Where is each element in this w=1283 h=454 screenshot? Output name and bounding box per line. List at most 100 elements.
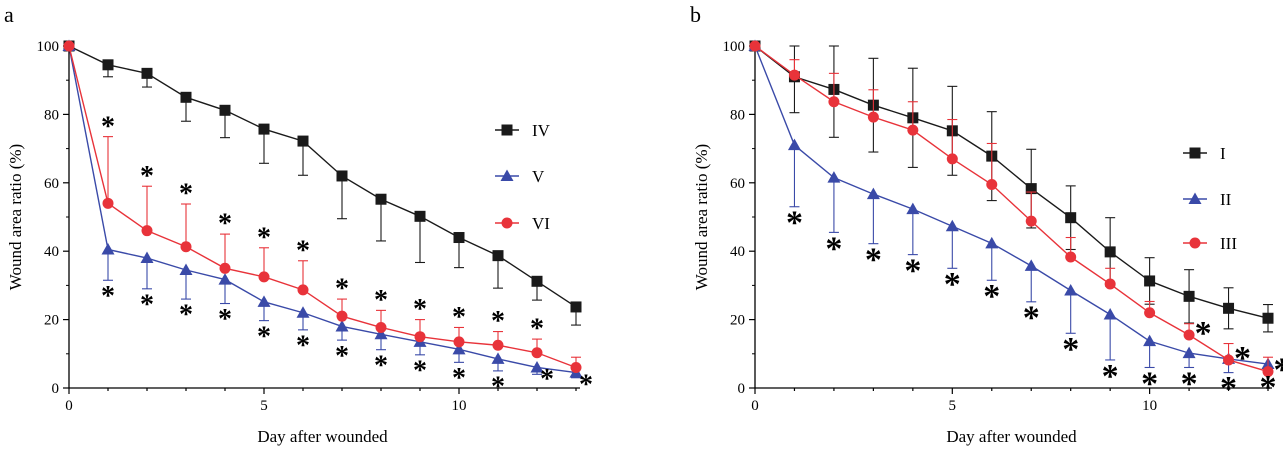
marker-II-5 (945, 219, 959, 232)
marker-V-5 (257, 295, 271, 307)
significance-star-II-9: * (1102, 358, 1119, 395)
legend-marker-I (1189, 147, 1201, 159)
marker-V-10 (452, 342, 466, 355)
marker-I-12 (1223, 302, 1235, 314)
significance-star-VI-7: * (335, 274, 349, 305)
legend-label-V: V (532, 167, 545, 186)
marker-III-7 (1025, 215, 1037, 227)
marker-III-6 (986, 179, 998, 191)
marker-III-10 (1144, 307, 1156, 319)
significance-star-II-5: * (944, 266, 961, 303)
marker-III-4 (907, 124, 919, 136)
marker-IV-6 (297, 135, 309, 147)
series-III (749, 40, 1274, 378)
y-tick-label-80: 80 (730, 107, 745, 123)
significance-star-VI-6: * (296, 235, 310, 266)
marker-VI-4 (219, 262, 231, 274)
y-tick-label-40: 40 (44, 244, 59, 260)
series-I (749, 40, 1274, 333)
marker-II-9 (1103, 307, 1117, 320)
y-tick-label-20: 20 (730, 313, 745, 329)
significance-star-VI-9: * (413, 294, 427, 325)
panel-label-a: a (4, 2, 14, 27)
marker-VI-9 (414, 331, 426, 343)
y-axis-label: Wound area ratio (%) (692, 144, 711, 290)
marker-IV-12 (531, 275, 543, 287)
x-tick-label-0: 0 (65, 398, 73, 414)
marker-VI-1 (102, 197, 114, 209)
marker-VI-8 (375, 321, 387, 333)
significance-star-V-12: * (540, 364, 554, 395)
marker-VI-13 (570, 361, 582, 373)
marker-I-13 (1262, 312, 1274, 324)
significance-star-V-9: * (413, 355, 427, 386)
significance-star-VI-8: * (374, 285, 388, 316)
significance-star-II-2: * (825, 230, 842, 267)
marker-II-4 (906, 202, 920, 215)
marker-III-8 (1065, 251, 1077, 263)
marker-VI-6 (297, 284, 309, 296)
significance-star-VI-2: * (140, 161, 154, 192)
significance-star-V-2: * (140, 289, 154, 320)
significance-star-VI-12: * (530, 314, 544, 345)
significance-star-II-13: * (1260, 369, 1277, 406)
significance-star-II-6: * (983, 278, 1000, 315)
y-tick-label-100: 100 (723, 39, 746, 55)
legend-marker-V (500, 169, 514, 181)
significance-star-V-11: * (491, 372, 505, 403)
panel-label-b: b (690, 2, 701, 27)
series-line-II (754, 45, 1269, 365)
significance-star-II-1: * (786, 205, 803, 242)
marker-VI-2 (141, 225, 153, 237)
marker-I-9 (1104, 246, 1116, 258)
marker-II-8 (1064, 284, 1078, 296)
significance-star-II-12: * (1220, 370, 1237, 407)
series-V (62, 39, 583, 379)
y-tick-label-100: 100 (37, 39, 60, 55)
marker-VI-5 (258, 271, 270, 283)
marker-II-1 (787, 138, 801, 151)
series-line-III (754, 45, 1269, 373)
significance-star-V-1: * (101, 281, 115, 312)
marker-I-8 (1065, 212, 1077, 224)
marker-VI-12 (531, 347, 543, 359)
significance-star-V-7: * (335, 341, 349, 372)
marker-II-2 (827, 171, 841, 183)
significance-star-V-10: * (452, 363, 466, 394)
marker-III-11 (1183, 329, 1195, 341)
marker-IV-10 (453, 232, 465, 244)
marker-II-10 (1143, 334, 1157, 347)
legend-label-I: I (1220, 144, 1226, 163)
marker-II-7 (1024, 259, 1038, 271)
significance-star-VI-11: * (491, 306, 505, 337)
y-tick-label-0: 0 (738, 381, 746, 397)
marker-II-11 (1182, 346, 1196, 359)
marker-IV-9 (414, 210, 426, 222)
marker-IV-2 (141, 67, 153, 79)
significance-star-VI-5: * (257, 222, 271, 253)
marker-V-2 (140, 251, 154, 264)
legend-label-III: III (1220, 234, 1237, 253)
marker-V-1 (101, 242, 115, 255)
series-line-IV (68, 45, 577, 308)
legend-marker-III (1189, 237, 1201, 249)
marker-I-7 (1025, 183, 1037, 195)
marker-IV-1 (102, 59, 114, 71)
series-line-V (68, 45, 577, 374)
marker-III-0 (749, 40, 761, 52)
significance-star-V-4: * (218, 304, 232, 335)
y-tick-label-60: 60 (730, 176, 745, 192)
marker-IV-5 (258, 123, 270, 135)
legend-marker-II (1188, 192, 1202, 204)
significance-star-V-3: * (179, 300, 193, 331)
legend-label-IV: IV (532, 121, 551, 140)
marker-VI-11 (492, 339, 504, 351)
significance-star-II-4: * (904, 253, 921, 290)
significance-star-II-3: * (865, 242, 882, 279)
legend-label-VI: VI (532, 214, 550, 233)
x-tick-label-0: 0 (751, 398, 759, 414)
marker-III-1 (788, 69, 800, 81)
x-axis-label: Day after wounded (257, 427, 388, 446)
significance-star-VI-3: * (179, 179, 193, 210)
series-line-I (754, 45, 1269, 319)
